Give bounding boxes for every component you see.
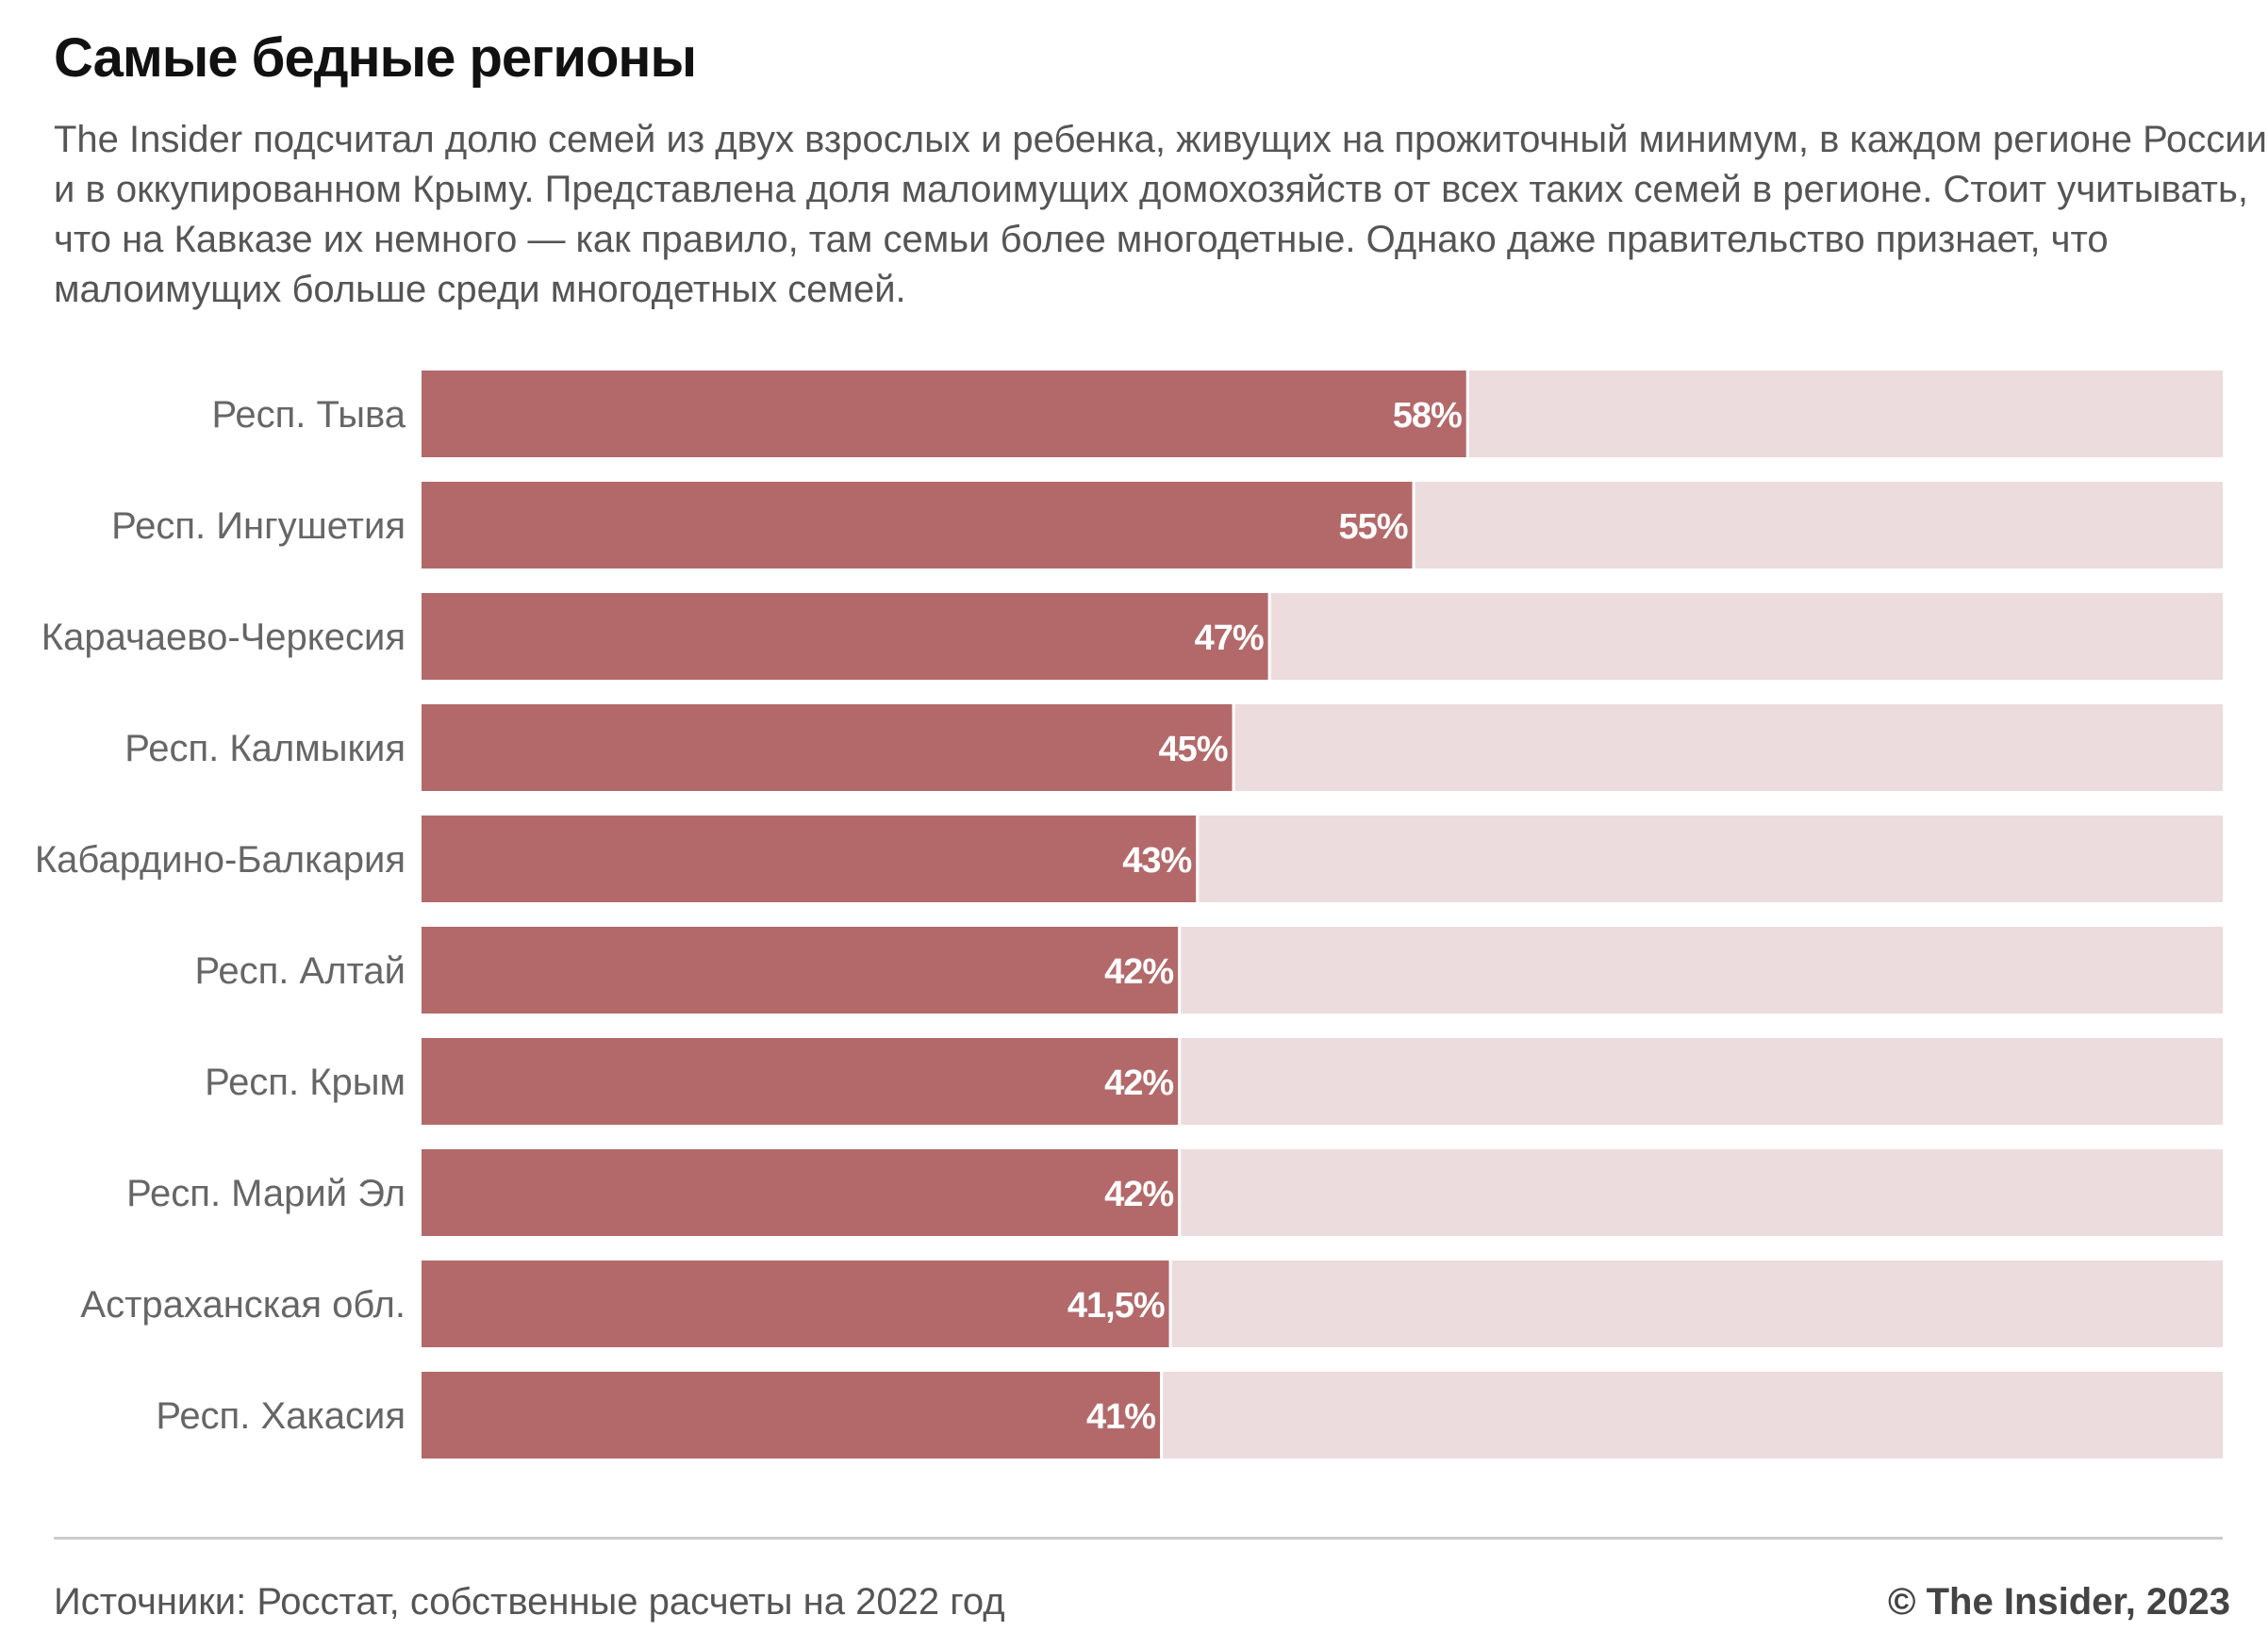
bar (422, 593, 1268, 680)
bar-separator (1168, 1261, 1172, 1347)
chart-subtitle: The Insider подсчитал долю семей из двух… (54, 115, 2267, 315)
category-label: Респ. Тыва (211, 394, 406, 436)
bar-separator (1178, 1038, 1182, 1125)
bar (422, 1149, 1179, 1236)
data-label: 42% (1104, 952, 1173, 992)
bar-separator (1412, 482, 1415, 569)
subtitle-line: и в оккупированном Крыму. Представлена д… (54, 169, 2248, 210)
bar (422, 1372, 1161, 1458)
subtitle-line: The Insider подсчитал долю семей из двух… (54, 119, 2267, 160)
category-label: Респ. Хакасия (156, 1395, 406, 1437)
category-label: Респ. Алтай (194, 950, 406, 992)
bar (422, 704, 1233, 791)
category-label: Респ. Калмыкия (124, 728, 406, 769)
bar-separator (1196, 816, 1200, 902)
bar-separator (1178, 927, 1182, 1014)
bar (422, 371, 1466, 457)
data-label: 43% (1122, 841, 1191, 881)
data-label: 42% (1104, 1175, 1173, 1214)
bar-chart: Респ. Тыва 58% Респ. Ингушетия 55% Карачаево… (35, 371, 2223, 1458)
category-label: Астраханская обл. (80, 1284, 406, 1326)
bar (422, 1038, 1179, 1125)
bar-separator (1178, 1149, 1182, 1236)
bar-separator (1267, 593, 1271, 680)
category-label: Респ. Крым (205, 1062, 406, 1103)
bar-separator (1232, 704, 1235, 791)
subtitle-line: малоимущих больше среди многодетных семе… (54, 269, 906, 310)
data-label: 45% (1158, 730, 1227, 769)
footer-divider (54, 1537, 2223, 1540)
bar (422, 927, 1179, 1014)
bar (422, 482, 1413, 569)
category-label: Кабардино-Балкария (35, 839, 406, 881)
bar (422, 1261, 1169, 1347)
data-label: 58% (1393, 396, 1462, 436)
bar-separator (1465, 371, 1469, 457)
data-label: 55% (1338, 507, 1407, 547)
category-label: Респ. Марий Эл (126, 1173, 406, 1214)
source-note: Источники: Росстат, собственные расчеты … (54, 1581, 1005, 1623)
category-label: Респ. Ингушетия (111, 505, 406, 547)
subtitle-line: что на Кавказе их немного — как правило,… (54, 219, 2109, 260)
data-label: 47% (1195, 618, 1264, 658)
copyright: © The Insider, 2023 (1888, 1581, 2230, 1623)
data-label: 42% (1104, 1063, 1173, 1103)
bar (422, 816, 1197, 902)
data-label: 41,5% (1068, 1286, 1165, 1326)
data-label: 41% (1086, 1397, 1155, 1437)
category-label: Карачаево-Черкесия (41, 617, 406, 658)
chart-title: Самые бедные регионы (54, 27, 697, 89)
bar-separator (1160, 1372, 1164, 1458)
